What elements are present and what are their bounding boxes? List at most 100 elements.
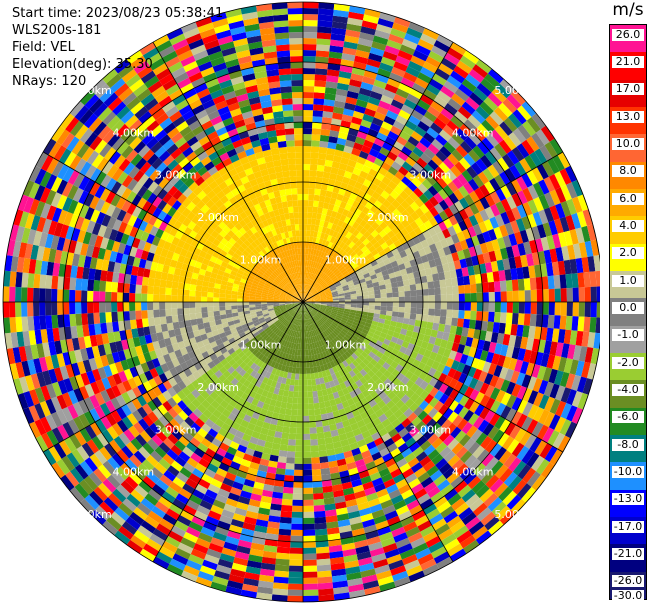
radar-cell: [341, 176, 351, 185]
radar-cell: [363, 455, 374, 465]
radar-cell: [374, 186, 385, 196]
radar-cell: [355, 99, 368, 108]
radar-cell: [310, 158, 319, 165]
radar-cell: [461, 327, 469, 337]
radar-cell: [506, 439, 520, 454]
radar-cell: [417, 38, 434, 51]
radar-cell: [45, 288, 52, 302]
radar-cell: [549, 341, 558, 356]
radar-cell: [219, 297, 226, 302]
radar-cell: [356, 304, 363, 309]
radar-cell: [325, 291, 332, 295]
radar-cell: [318, 319, 324, 326]
radar-cell: [396, 213, 406, 223]
radar-cell: [358, 354, 366, 362]
radar-cell: [361, 430, 372, 440]
radar-cell: [442, 331, 450, 341]
radar-cell: [317, 14, 334, 22]
radar-cell: [310, 451, 320, 458]
radar-cell: [410, 201, 420, 212]
radar-cell: [524, 154, 537, 170]
radar-cell: [420, 558, 437, 571]
radar-cell: [499, 224, 509, 238]
radar-cell: [316, 384, 322, 391]
radar-cell: [345, 372, 353, 380]
radar-cell: [379, 221, 388, 230]
radar-cell: [317, 225, 324, 233]
radar-cell: [313, 498, 325, 506]
radar-cell: [448, 400, 459, 412]
radar-cell: [458, 395, 470, 407]
radar-cell: [352, 110, 365, 120]
radar-cell: [294, 379, 299, 386]
radar-cell: [429, 351, 438, 361]
radar-cell: [303, 529, 316, 536]
radar-cell: [492, 429, 505, 444]
radar-cell: [304, 307, 308, 314]
radar-cell: [317, 334, 323, 341]
radar-cell: [318, 290, 325, 294]
radar-cell: [499, 419, 511, 433]
radar-cell: [325, 335, 332, 343]
radar-cell: [495, 389, 506, 403]
radar-cell: [321, 332, 326, 339]
radar-cell: [440, 85, 455, 99]
radar-cell: [317, 250, 323, 258]
radar-cell: [375, 225, 384, 234]
radar-cell: [457, 318, 465, 328]
radar-cell: [306, 266, 309, 273]
radar-cell: [449, 325, 458, 335]
radar-cell: [454, 480, 468, 494]
radar-cell: [479, 242, 489, 254]
radar-cell: [312, 290, 318, 295]
radar-cell: [207, 311, 215, 318]
radar-cell: [422, 302, 429, 309]
radar-cell: [315, 359, 321, 367]
radar-cell: [453, 525, 469, 539]
radar-cell: [447, 438, 460, 451]
radar-cell: [373, 437, 384, 447]
radar-cell: [316, 426, 324, 434]
radar-cell: [318, 152, 327, 160]
radar-cell: [431, 233, 441, 244]
radar-cell: [371, 553, 387, 563]
radar-cell: [314, 74, 327, 82]
radar-cell: [355, 289, 363, 294]
radar-cell: [387, 267, 395, 275]
radar-cell: [201, 286, 209, 292]
radar-cell: [15, 271, 23, 288]
radar-cell: [358, 507, 372, 517]
radar-cell: [348, 369, 356, 378]
radar-cell: [505, 312, 513, 324]
radar-cell: [425, 358, 435, 368]
radar-cell: [327, 203, 335, 211]
radar-cell: [306, 272, 310, 279]
radar-cell: [393, 185, 404, 195]
radar-cell: [496, 259, 505, 272]
radar-cell: [328, 326, 335, 332]
radar-cell: [333, 352, 339, 360]
radar-cell: [464, 454, 477, 468]
radar-cell: [529, 313, 537, 327]
radar-cell: [457, 343, 466, 354]
radar-cell: [329, 340, 335, 348]
radar-cell: [338, 299, 345, 302]
radar-cell: [365, 421, 375, 431]
radar-cell: [563, 259, 572, 275]
radar-cell: [426, 83, 441, 96]
radar-cell: [504, 168, 517, 182]
radar-cell: [317, 207, 323, 214]
radar-cell: [21, 287, 28, 302]
radar-cell: [385, 315, 392, 321]
radar-cell: [303, 577, 318, 584]
radar-cell: [325, 261, 332, 269]
radar-cell: [437, 323, 446, 332]
radar-cell: [306, 260, 310, 267]
radar-cell: [331, 118, 342, 126]
radar-cell: [397, 180, 408, 191]
radar-cell: [307, 305, 313, 310]
radar-cell: [303, 565, 318, 572]
radar-cell: [315, 341, 321, 348]
radar-cell: [327, 454, 337, 463]
radar-cell: [354, 283, 361, 289]
